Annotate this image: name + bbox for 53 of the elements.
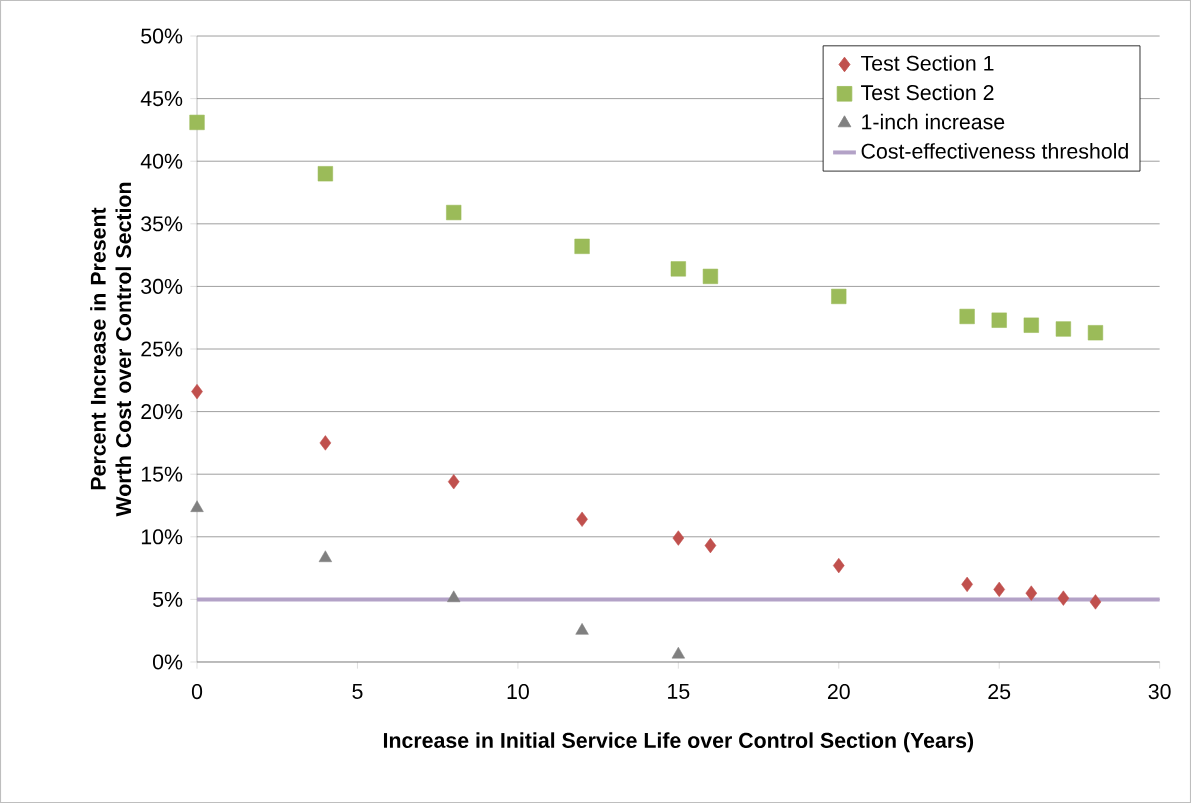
point [575,623,589,635]
y-tick-label: 15% [141,466,183,482]
y-tick-label: 30% [141,278,183,294]
point [702,268,719,284]
y-tick-label: 25% [141,341,183,357]
y-tick-label: 50% [141,28,183,44]
point [1023,317,1039,333]
point [959,308,975,325]
y-tick-label: 0% [152,654,183,670]
point [190,500,204,512]
point [1057,590,1070,606]
x-tick-label: 0 [191,684,203,700]
point [191,383,203,400]
point [671,646,685,659]
legend-label: Test Section 2 [861,84,994,101]
point [318,550,332,563]
point [319,435,332,451]
legend-label: Cost-effectiveness threshold [861,143,1128,159]
point [704,537,717,554]
point [670,261,686,277]
point [447,590,461,603]
y-tick-label: 10% [141,529,183,545]
point [576,511,588,527]
point [1089,594,1102,610]
point [1025,585,1038,601]
x-axis-title: Increase in Initial Service Life over Control Section (Years) [383,732,974,753]
y-tick-label: 20% [141,404,183,420]
legend-label: Test Section 1 [861,55,994,71]
point [1087,325,1104,341]
y-tick-label: 45% [140,91,183,107]
y-tick-label: 35% [141,216,183,232]
point [993,581,1005,597]
point [1055,321,1071,337]
x-tick-label: 5 [352,684,363,699]
point [991,312,1007,328]
point [447,474,460,490]
legend-label: 1-inch increase [862,113,1005,130]
x-tick-label: 25 [988,684,1011,700]
x-tick-label: 10 [507,684,529,700]
x-tick-label: 20 [827,684,850,700]
point [961,576,973,592]
point [574,238,590,254]
x-tick-label: 15 [668,684,690,699]
point [446,204,462,221]
point [672,530,685,546]
y-axis-title: Percent Increase in Present Worth Cost over Control Section [90,182,132,517]
y-tick-label: 5% [153,591,183,607]
point [317,166,333,182]
y-tick-label: 40% [140,153,183,169]
x-tick-label: 30 [1148,684,1171,700]
point [831,288,847,305]
point [833,557,845,574]
point [189,114,205,131]
